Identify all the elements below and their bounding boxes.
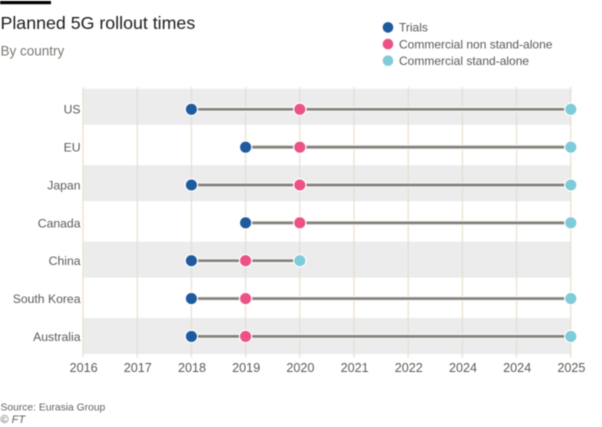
svg-text:EU: EU: [64, 141, 81, 155]
svg-text:2022: 2022: [395, 361, 423, 375]
svg-text:Canada: Canada: [38, 216, 81, 230]
svg-text:2017: 2017: [124, 361, 152, 375]
svg-text:2016: 2016: [70, 361, 98, 375]
svg-text:2018: 2018: [178, 361, 206, 375]
svg-text:2025: 2025: [557, 361, 585, 375]
svg-text:2019: 2019: [232, 361, 260, 375]
svg-text:By country: By country: [1, 44, 65, 59]
svg-text:Planned 5G rollout times: Planned 5G rollout times: [1, 13, 196, 33]
svg-text:Japan: Japan: [47, 178, 80, 192]
svg-text:South Korea: South Korea: [13, 292, 81, 306]
svg-text:Australia: Australia: [33, 330, 81, 344]
svg-text:Source: Eurasia Group: Source: Eurasia Group: [1, 403, 106, 414]
svg-text:2021: 2021: [341, 361, 369, 375]
svg-text:Commercial stand-alone: Commercial stand-alone: [399, 54, 529, 68]
svg-text:Commercial non stand-alone: Commercial non stand-alone: [399, 37, 553, 51]
svg-text:© FT: © FT: [1, 414, 27, 426]
svg-text:2024: 2024: [503, 361, 531, 375]
svg-text:2024: 2024: [449, 361, 477, 375]
svg-text:China: China: [49, 254, 81, 268]
svg-text:US: US: [64, 103, 81, 117]
svg-text:2020: 2020: [286, 361, 314, 375]
svg-text:Trials: Trials: [399, 21, 428, 35]
